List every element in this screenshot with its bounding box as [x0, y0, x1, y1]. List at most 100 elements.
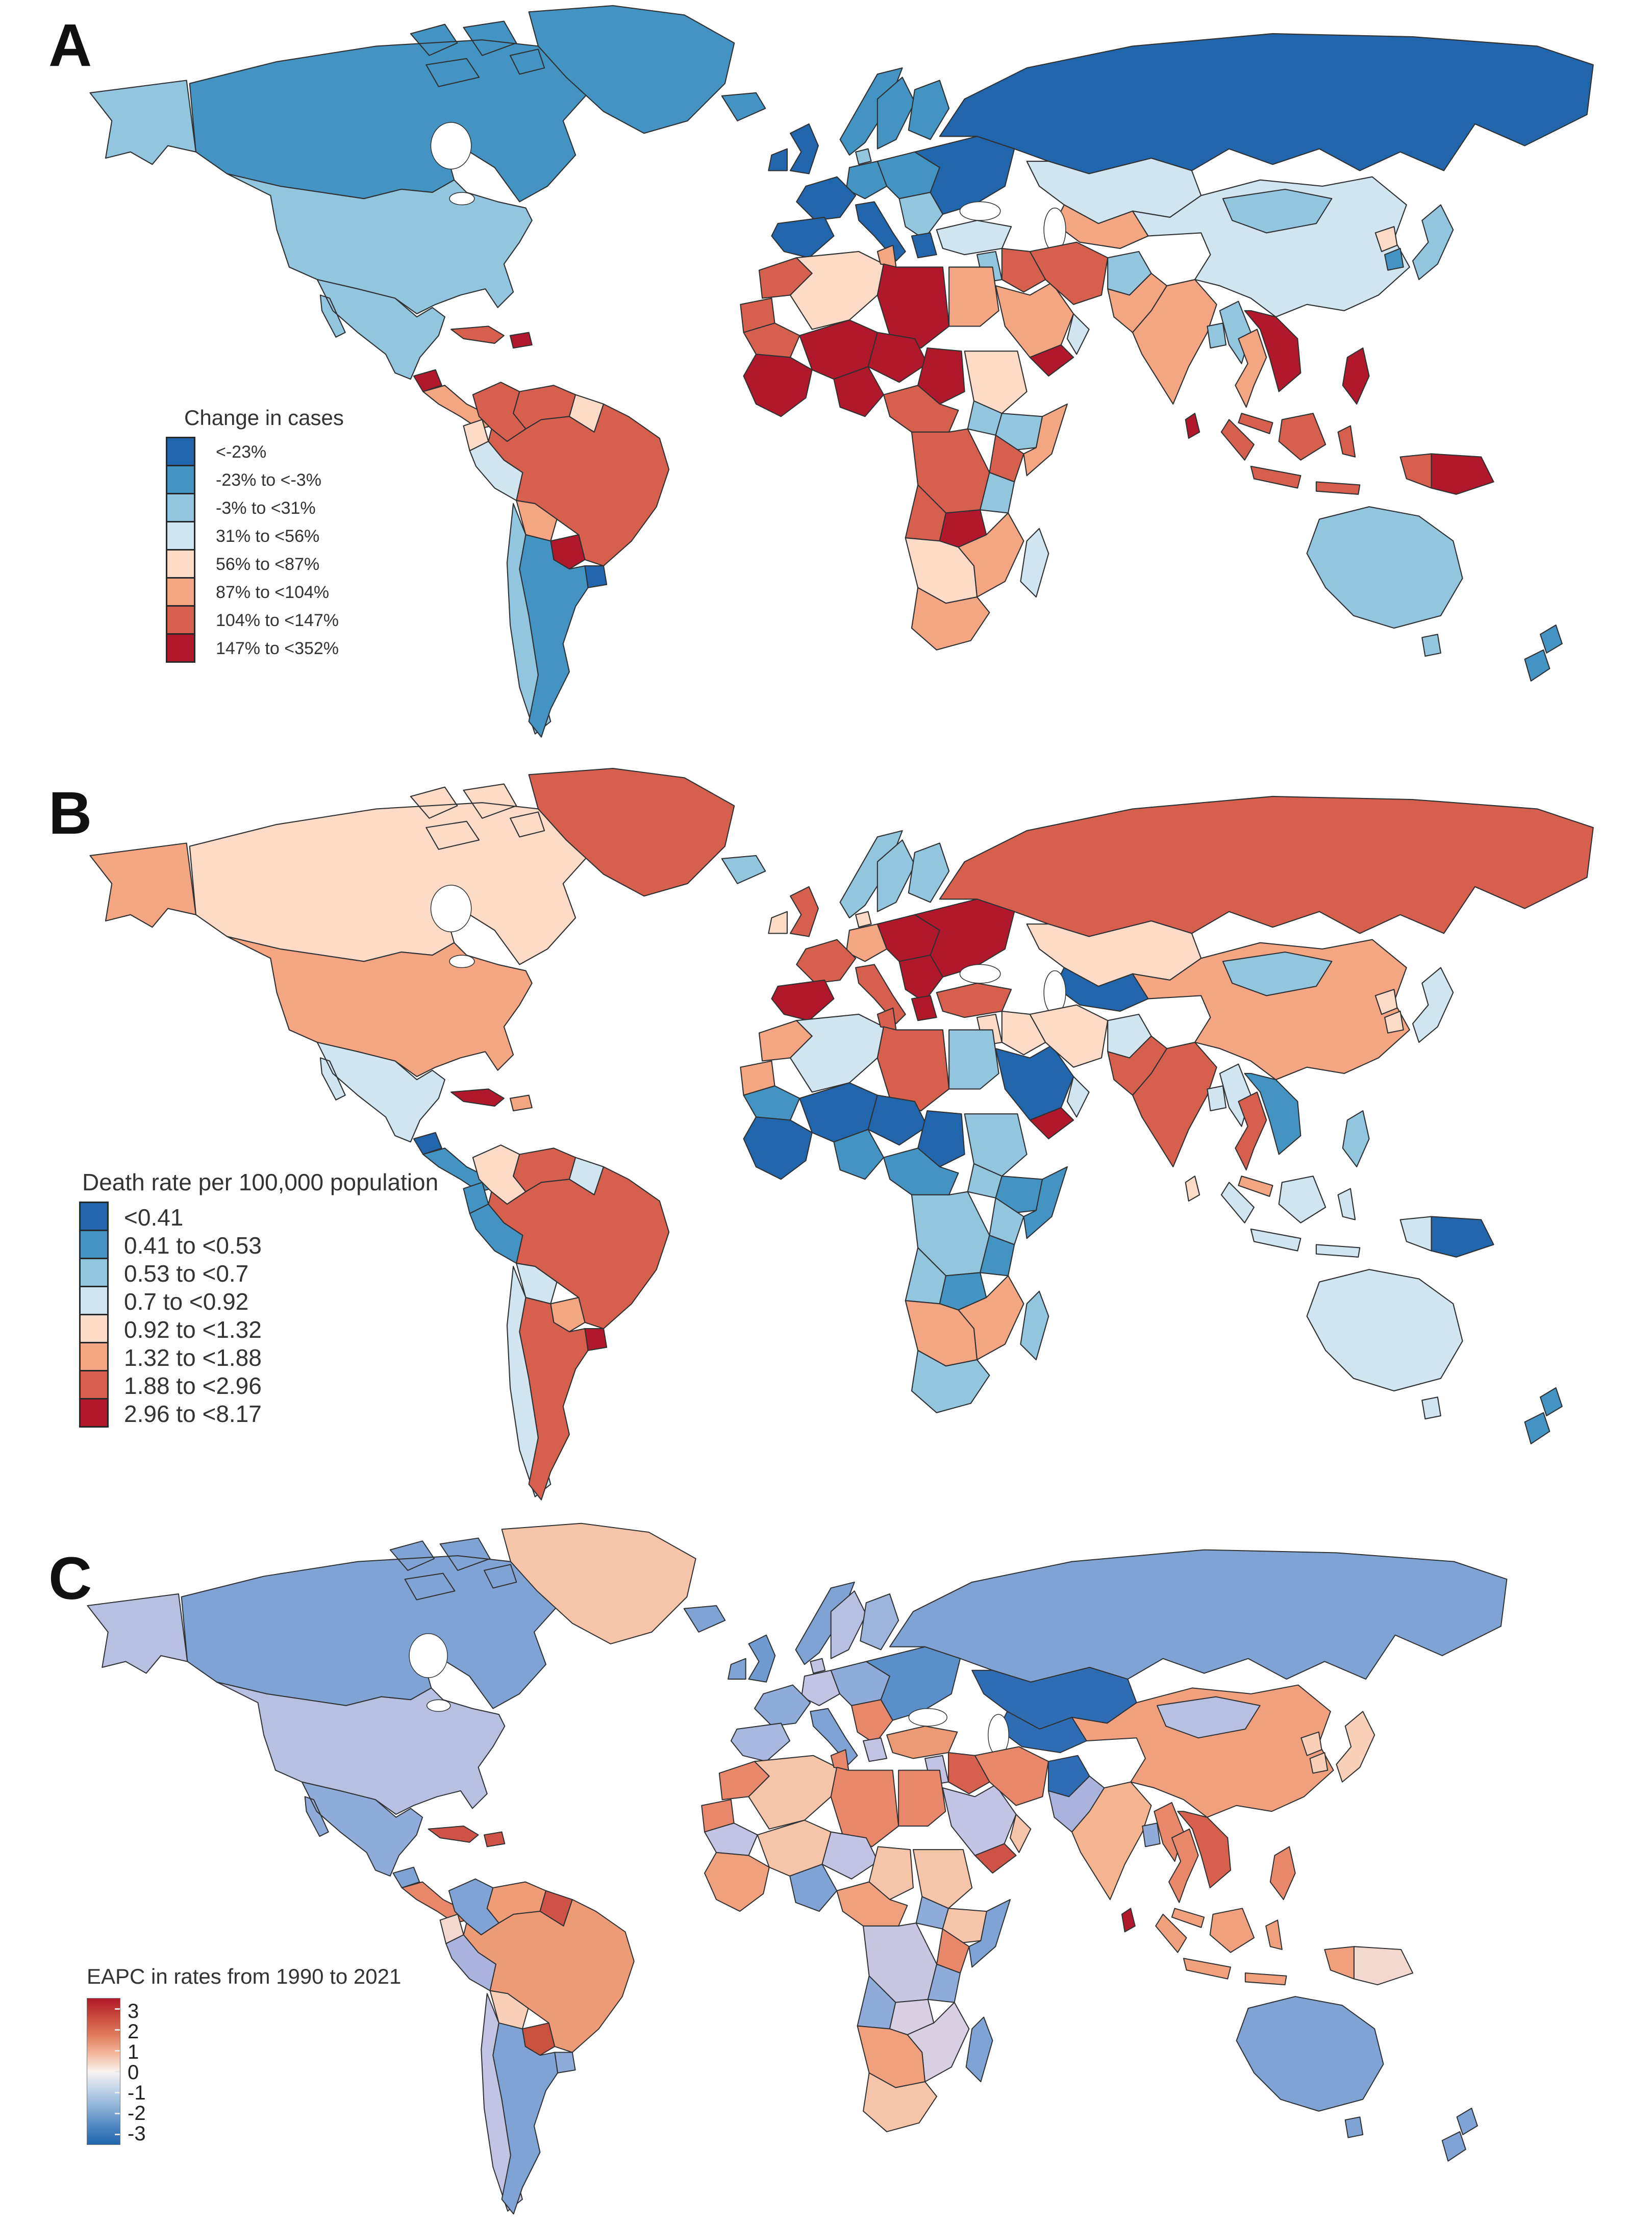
region-malaysia: [1238, 1176, 1273, 1197]
region-france: [754, 1684, 811, 1727]
region-denmark: [855, 148, 872, 165]
region-png: [1353, 1946, 1414, 1986]
region-new-zealand: [1524, 1387, 1563, 1444]
panel-b-map: [43, 765, 1610, 1509]
legend-swatch: [166, 549, 195, 579]
legend-swatch: [166, 633, 195, 663]
region-libya: [877, 1026, 950, 1112]
region-sri-lanka: [1185, 413, 1200, 439]
colorbar-tick-label: 0: [128, 2061, 139, 2084]
region-turkey: [936, 219, 1012, 256]
region-iberia: [771, 216, 835, 259]
region-alaska: [89, 842, 196, 928]
region-brazil: [463, 1899, 635, 2053]
region-south-africa: [911, 1350, 990, 1413]
region-s-korea: [1309, 1752, 1329, 1774]
region-west-africa: [704, 1852, 770, 1912]
colorbar-tick-mark: [115, 2050, 120, 2052]
legend-row: 0.92 to <1.32: [79, 1314, 438, 1343]
legend-label: 31% to <56%: [216, 527, 320, 546]
legend-swatch: [79, 1202, 109, 1231]
region-finland: [860, 1593, 899, 1651]
region-uruguay: [584, 1328, 608, 1351]
legend-swatch: [166, 521, 195, 551]
region-canada: [189, 783, 592, 965]
legend-label: 0.53 to <0.7: [124, 1260, 249, 1287]
region-egypt: [898, 1769, 946, 1827]
region-algeria: [748, 1755, 838, 1830]
region-australia: [1306, 1269, 1463, 1420]
region-greece: [863, 1737, 888, 1762]
region-west-africa: [743, 1116, 813, 1180]
legend-label: 1.32 to <1.88: [124, 1344, 262, 1371]
region-egypt: [948, 266, 999, 327]
region-madagascar: [965, 2016, 993, 2083]
region-uk: [789, 886, 819, 937]
region-south-africa: [863, 2072, 938, 2133]
legend-row: 0.7 to <0.92: [79, 1286, 438, 1315]
region-malaysia: [1238, 413, 1273, 434]
region-denmark: [810, 1658, 826, 1674]
region-france: [796, 176, 857, 221]
legend-swatch: [166, 493, 195, 522]
colorbar-tick-label: -2: [128, 2102, 146, 2125]
legend-row: 56% to <87%: [166, 549, 344, 579]
region-canada: [181, 1537, 561, 1709]
region-malaysia: [1171, 1908, 1205, 1928]
hudson-bay: [430, 885, 472, 933]
panel-b: B: [43, 765, 1610, 1509]
region-japan: [1412, 204, 1454, 280]
region-russia: [939, 33, 1594, 174]
panel-c: C: [43, 1520, 1610, 2223]
panel-b-legend-title: Death rate per 100,000 population: [82, 1169, 439, 1195]
region-usa: [226, 936, 533, 1078]
legend-swatch: [79, 1314, 109, 1343]
region-balkans: [898, 955, 943, 1003]
region-sudan: [964, 1113, 1028, 1177]
region-saudi: [995, 282, 1074, 358]
region-sri-lanka: [1121, 1908, 1136, 1933]
region-bangladesh: [1207, 322, 1227, 349]
region-n-korea: [1374, 226, 1398, 253]
legend-row: 0.53 to <0.7: [79, 1258, 438, 1287]
region-china: [1071, 1684, 1334, 1818]
black-sea: [959, 201, 1001, 221]
legend-row: -23% to <-3%: [166, 465, 344, 494]
region-bangladesh: [1207, 1085, 1227, 1112]
region-brazil: [488, 403, 670, 567]
region-mexico: [316, 279, 445, 380]
region-bolivia: [516, 1262, 558, 1305]
legend-swatch: [79, 1286, 109, 1315]
region-argentina: [492, 2022, 559, 2215]
region-denmark: [855, 911, 872, 928]
region-chad: [917, 347, 965, 405]
legend-row: <0.41: [79, 1202, 438, 1231]
region-india: [1132, 1041, 1217, 1167]
region-egypt: [948, 1029, 999, 1090]
world-map: [89, 5, 1594, 738]
legend-label: 0.7 to <0.92: [124, 1288, 249, 1315]
region-west-africa: [743, 354, 813, 417]
region-libya: [877, 263, 950, 349]
region-sweden: [830, 1590, 867, 1659]
region-usa: [226, 173, 533, 315]
legend-row: 31% to <56%: [166, 521, 344, 551]
region-mexico: [301, 1781, 423, 1877]
region-south-africa: [911, 587, 990, 651]
hudson-bay: [409, 1633, 448, 1678]
legend-swatch: [79, 1342, 109, 1371]
region-oman: [1010, 1813, 1032, 1853]
colorbar-tick-label: -3: [128, 2122, 146, 2145]
region-china: [1132, 939, 1410, 1081]
region-greenland: [528, 768, 735, 897]
region-central-africa: [883, 385, 959, 433]
legend-label: 0.41 to <0.53: [124, 1232, 262, 1259]
region-guatemala: [392, 1866, 420, 1889]
legend-swatch: [166, 465, 195, 494]
region-sweden: [877, 77, 916, 149]
region-greece: [911, 232, 937, 259]
legend-label: 87% to <104%: [216, 583, 330, 602]
colorbar: [87, 1998, 120, 2145]
region-brazil: [488, 1166, 670, 1330]
region-png: [1431, 1216, 1494, 1258]
